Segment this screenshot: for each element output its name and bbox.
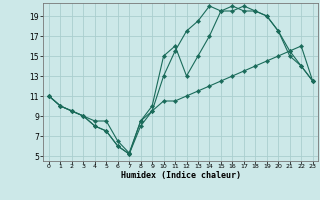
X-axis label: Humidex (Indice chaleur): Humidex (Indice chaleur) [121,171,241,180]
